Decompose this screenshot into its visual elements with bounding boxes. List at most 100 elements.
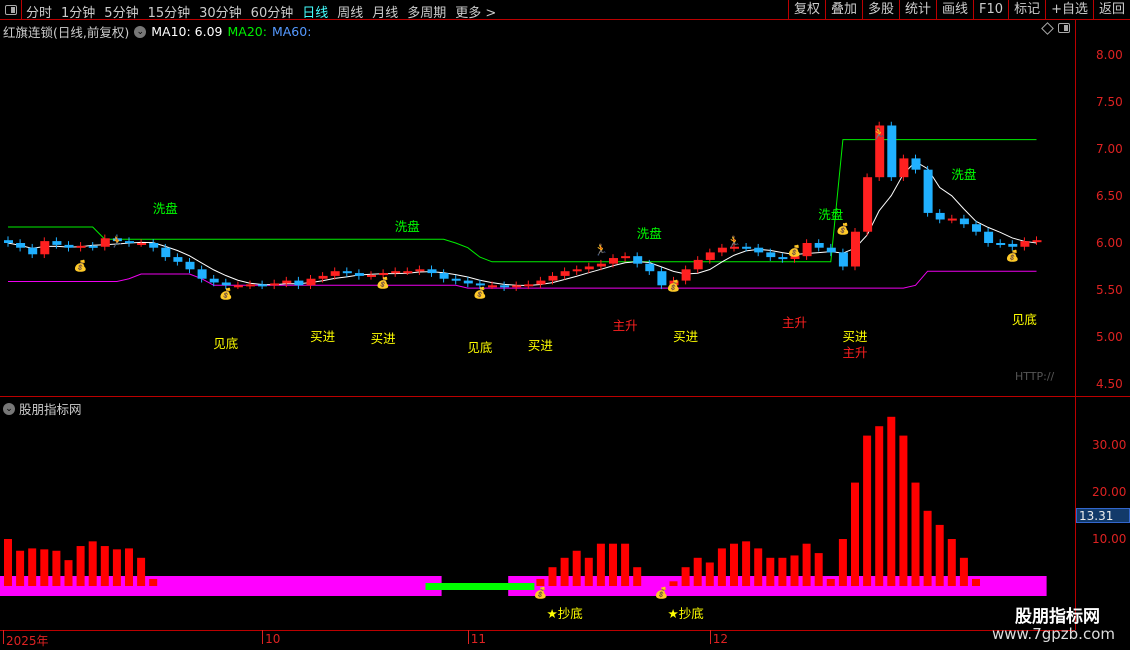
- candle-body: [161, 247, 171, 258]
- period-tab[interactable]: 30分钟: [199, 6, 242, 21]
- candle-body: [270, 283, 280, 286]
- price-tick: 7.50: [1096, 95, 1123, 109]
- candle-body: [826, 247, 836, 253]
- toolbar-button[interactable]: 标记: [1008, 0, 1045, 20]
- indicator-bar: [923, 510, 932, 586]
- indicator-bar: [887, 416, 896, 586]
- period-tab[interactable]: 分时: [26, 6, 53, 21]
- indicator-bar: [76, 546, 85, 586]
- candle-body: [717, 247, 727, 253]
- period-toolbar: 分时 1分钟 5分钟 15分钟 30分钟 60分钟 日线 周线 月线 多周期 更多 > 复权 叠加 多股…: [0, 0, 1130, 21]
- candle-body: [984, 231, 994, 243]
- date-tick: [3, 630, 4, 644]
- period-tab[interactable]: 日线: [302, 6, 329, 21]
- period-tab[interactable]: 更多 >: [455, 6, 497, 21]
- toolbar-button[interactable]: 多股: [861, 0, 899, 20]
- indicator-bar: [959, 557, 968, 586]
- indicator-bar: [572, 550, 581, 586]
- indicator-bar: [766, 557, 775, 586]
- candle-body: [996, 243, 1006, 245]
- candle-body: [645, 263, 655, 272]
- signal-label: 主升: [781, 314, 808, 330]
- toolbar-button[interactable]: 返回: [1092, 0, 1130, 20]
- chevron-down-icon[interactable]: ⌄: [3, 402, 15, 415]
- date-tick: [262, 630, 264, 644]
- candle-body: [524, 284, 534, 287]
- date-label: 2025年: [6, 634, 49, 648]
- date-label: 11: [470, 632, 487, 646]
- indicator-bar: [16, 550, 25, 586]
- chevron-down-icon[interactable]: ⌄: [134, 25, 147, 38]
- indicator-bar: [88, 541, 97, 586]
- money-bag-icon: 💰: [376, 277, 390, 291]
- candle-body: [693, 259, 703, 270]
- candle-body: [28, 247, 38, 255]
- runner-icon: 🏃: [872, 127, 887, 141]
- bottom-signal-label: ★抄底: [546, 605, 583, 621]
- candle-body: [451, 278, 461, 281]
- candle-body: [657, 271, 667, 286]
- indicator-tick: 10.00: [1092, 532, 1127, 546]
- toolbar-button[interactable]: 叠加: [824, 0, 862, 20]
- candle-body: [4, 240, 13, 243]
- period-tab[interactable]: 60分钟: [250, 6, 294, 21]
- candle-body: [814, 243, 824, 248]
- date-label: 12: [712, 632, 729, 646]
- period-tab[interactable]: 月线: [372, 6, 399, 21]
- period-tab[interactable]: 15分钟: [147, 6, 191, 21]
- price-tick: 5.00: [1096, 330, 1123, 344]
- candle-body: [354, 273, 364, 276]
- indicator-bar: [814, 553, 823, 586]
- candle-body: [754, 247, 764, 253]
- candle-body: [488, 285, 497, 288]
- signal-label: 买进: [370, 330, 396, 346]
- period-tab[interactable]: 多周期: [407, 6, 447, 21]
- candle-body: [838, 252, 848, 267]
- toolbar-button[interactable]: +自选: [1045, 0, 1093, 20]
- candle-body: [1008, 243, 1018, 247]
- indicator-bar: [935, 524, 944, 586]
- candle-body: [52, 241, 62, 245]
- candle-body: [911, 158, 921, 170]
- candle-body: [233, 285, 243, 288]
- upper-line: [8, 139, 1037, 263]
- candle-body: [100, 238, 110, 247]
- indicator-bar: [875, 426, 884, 586]
- toolbar-button[interactable]: 统计: [899, 0, 936, 20]
- candle-body: [403, 271, 413, 274]
- chart-title-bar: 红旗连锁(日线,前复权) ⌄ MA10: 6.09 MA20: MA60:: [3, 22, 311, 41]
- indicator-bar: [730, 543, 738, 586]
- candle-body: [64, 244, 74, 248]
- panel-icon[interactable]: [1058, 23, 1070, 33]
- kline-chart[interactable]: [0, 0, 1075, 630]
- period-tab[interactable]: 5分钟: [104, 6, 139, 21]
- candle-body: [959, 218, 969, 225]
- indicator-bar: [548, 567, 557, 586]
- candle-body: [149, 243, 159, 248]
- indicator-bar: [778, 557, 787, 586]
- toolbar-button[interactable]: 复权: [787, 0, 825, 20]
- money-bag-icon: 💰: [836, 222, 850, 236]
- candle-body: [584, 266, 594, 270]
- candle-body: [415, 269, 425, 272]
- period-tab[interactable]: 周线: [337, 6, 364, 21]
- toolbar-button[interactable]: F10: [973, 0, 1008, 20]
- price-tick: 8.00: [1096, 48, 1123, 62]
- indicator-bar: [947, 539, 956, 586]
- indicator-bar: [742, 541, 751, 586]
- layout-toggle-button[interactable]: [0, 0, 22, 20]
- candle-body: [851, 231, 860, 267]
- date-tick: [709, 630, 711, 644]
- candle-body: [947, 218, 957, 221]
- indicator-bar: [633, 567, 642, 586]
- price-tick: 4.50: [1096, 377, 1123, 391]
- period-tab[interactable]: 1分钟: [61, 6, 96, 21]
- indicator-bar: [972, 578, 980, 586]
- candle-body: [76, 245, 86, 248]
- candle-body: [88, 245, 98, 248]
- toolbar-button[interactable]: 画线: [936, 0, 973, 20]
- panel-divider[interactable]: [0, 396, 1130, 397]
- indicator-bar: [125, 548, 133, 586]
- signal-label: 主升: [842, 345, 868, 361]
- indicator-bar: [621, 543, 630, 586]
